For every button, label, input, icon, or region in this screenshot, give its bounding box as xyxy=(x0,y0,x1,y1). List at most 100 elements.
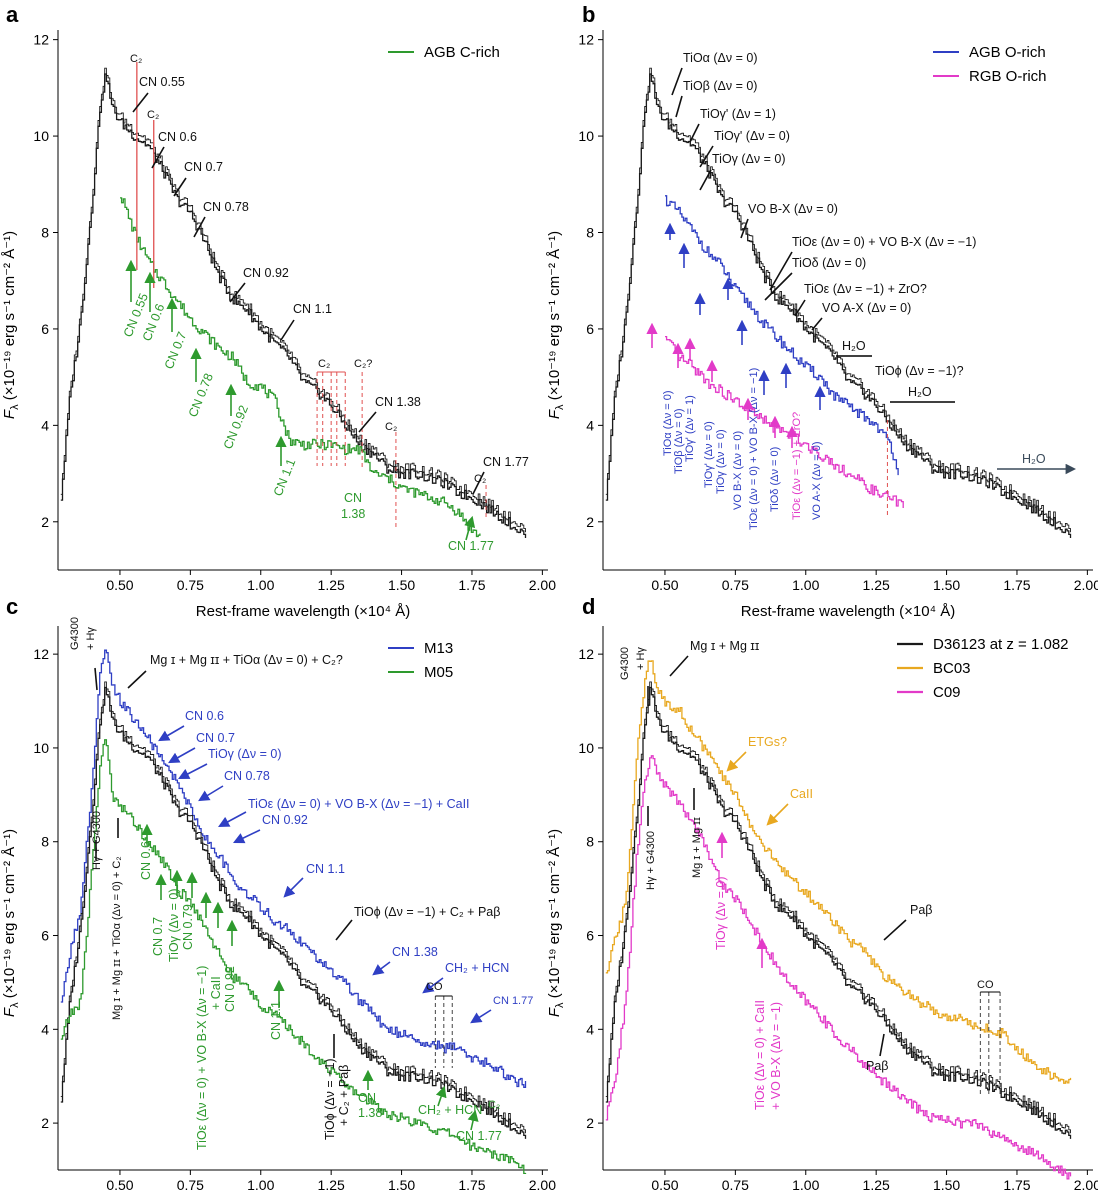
annotation-arrow xyxy=(675,95,683,118)
series-line-rgb-o-rich xyxy=(665,335,904,508)
annotation-arrow xyxy=(794,299,806,317)
series-line-d36123 xyxy=(60,686,527,1139)
annotation-arrow xyxy=(372,961,391,976)
x-tick-label: 0.75 xyxy=(722,577,749,593)
annotation-label: C₂ xyxy=(385,421,397,433)
x-tick-label: 1.00 xyxy=(247,577,274,593)
annotation-label: Mg ɪ + Mg ɪɪ xyxy=(691,817,703,878)
y-tick-label: 10 xyxy=(578,740,594,756)
annotation-arrow xyxy=(229,282,246,303)
y-tick-label: 12 xyxy=(33,32,49,48)
annotation-arrow xyxy=(811,317,823,331)
series-line-d36123 xyxy=(605,686,1072,1139)
x-tick-label: 0.50 xyxy=(106,1177,133,1193)
x-tick-label: 2.00 xyxy=(529,1177,556,1193)
annotation-label: CN 0.7 xyxy=(162,330,190,371)
annotation-label: CO xyxy=(977,979,994,991)
x-tick-label: 1.50 xyxy=(933,577,960,593)
annotation-label: + Hγ xyxy=(635,647,647,670)
annotation-label: CN 1.1 xyxy=(306,862,345,876)
y-axis-label: Fλ (×10⁻¹⁹ erg s⁻¹ cm⁻² Å⁻¹) xyxy=(1,829,21,1017)
annotation-label: TiOε (Δν = 0) + VO B-X (Δν = −1) xyxy=(195,966,209,1150)
annotation-label: C₂? xyxy=(354,358,372,370)
series-line-c09 xyxy=(605,755,1072,1180)
annotation-label: VO B-X (Δν = 0) xyxy=(732,431,744,510)
annotation-arrow xyxy=(669,655,689,677)
x-tick-label: 0.75 xyxy=(177,1177,204,1193)
annotation-arrow xyxy=(193,216,206,238)
annotation-arrow xyxy=(151,146,165,169)
series-line-m13 xyxy=(60,649,527,1088)
annotation-label: TiOβ (Δν = 0) xyxy=(673,408,685,474)
annotation-label: TiOε (Δν = 0) + VO B-X (Δν = −1) xyxy=(748,368,760,530)
x-tick-label: 1.00 xyxy=(792,577,819,593)
annotation-arrow xyxy=(699,145,714,168)
legend-label: BC03 xyxy=(933,660,971,677)
x-tick-label: 1.75 xyxy=(458,577,485,593)
panel-letter: a xyxy=(6,2,19,27)
annotation-label: TiOε (Δν = −1) + ZrO? xyxy=(791,412,803,520)
annotation-arrow xyxy=(467,1109,479,1131)
annotation-label: + CaII xyxy=(209,976,223,1010)
annotation-arrow xyxy=(422,977,444,994)
series-line-m05 xyxy=(60,739,527,1175)
legend-label: M05 xyxy=(424,664,453,681)
series-error-line xyxy=(60,67,526,533)
y-tick-label: 4 xyxy=(41,1021,49,1037)
annotation-arrow xyxy=(173,177,187,197)
annotation-arrow xyxy=(472,471,485,495)
annotation-arrow xyxy=(232,829,261,844)
annotation-label: Hγ + G4300 xyxy=(91,811,103,870)
series-line-agb-o-rich xyxy=(665,195,899,476)
annotation-label: TiOγ (Δν = 0) xyxy=(714,876,728,950)
y-tick-label: 10 xyxy=(578,128,594,144)
series-line-d36123 xyxy=(605,73,1072,538)
annotation-label: CN 0.79 xyxy=(181,904,195,950)
x-tick-label: 1.50 xyxy=(388,577,415,593)
panel-letter: c xyxy=(6,594,18,619)
y-tick-label: 12 xyxy=(33,646,49,662)
x-tick-label: 1.75 xyxy=(1003,577,1030,593)
annotation-label: TiOα (Δν = 0) xyxy=(683,51,758,65)
annotation-label: CH₂ + HCN xyxy=(445,961,509,975)
annotation-arrow xyxy=(883,919,907,941)
annotation-label: Mg ɪ + Mg ɪɪ + TiOα (Δν = 0) + C₂ xyxy=(111,856,123,1020)
annotation-label: Paβ xyxy=(910,903,932,917)
x-tick-label: 0.75 xyxy=(177,577,204,593)
x-tick-label: 1.25 xyxy=(318,1177,345,1193)
x-tick-label: 0.75 xyxy=(722,1177,749,1193)
annotation-label: CN 0.92 xyxy=(223,966,237,1012)
annotation-label: CN 0.92 xyxy=(221,403,251,451)
annotation-label: TiOγ (Δν = 0) xyxy=(715,429,727,494)
annotation-label: CN 1.1 xyxy=(271,457,299,498)
annotation-label: VO B-X (Δν = 0) xyxy=(748,202,838,216)
annotation-label: C₂ xyxy=(488,1099,500,1111)
panel-b: 0.50 0.75 1.00 1.25 1.50 1.75 2.00 2 4 6 8 10 12 b Res… xyxy=(546,2,1098,620)
x-tick-label: 0.50 xyxy=(651,577,678,593)
x-tick-label: 1.25 xyxy=(863,577,890,593)
series-line-d36123 xyxy=(60,73,527,538)
y-tick-label: 8 xyxy=(41,225,49,241)
annotation-label: CN 1.77 xyxy=(483,455,529,469)
y-tick-label: 2 xyxy=(586,514,594,530)
panel-letter: d xyxy=(582,594,595,619)
annotation-arrow xyxy=(726,751,747,772)
annotation-label: CN 1.77 xyxy=(448,539,494,553)
annotation-label: CN xyxy=(344,491,362,505)
annotation-arrow xyxy=(879,1033,885,1057)
annotation-label: + C₂ + Paβ xyxy=(337,1065,351,1126)
x-tick-label: 2.00 xyxy=(1074,577,1098,593)
legend-label: RGB O-rich xyxy=(969,68,1047,85)
y-axis-label: Fλ (×10⁻¹⁹ erg s⁻¹ cm⁻² Å⁻¹) xyxy=(546,231,566,419)
annotation-label: CN 1.1 xyxy=(293,302,332,316)
annotation-label: Hγ + G4300 xyxy=(645,831,657,890)
x-tick-label: 1.25 xyxy=(318,577,345,593)
annotation-label: 1.38 xyxy=(341,507,365,521)
annotation-arrow xyxy=(127,670,147,689)
annotation-arrow xyxy=(699,169,712,191)
y-tick-label: 6 xyxy=(586,928,594,944)
y-tick-label: 8 xyxy=(41,834,49,850)
annotation-label: + Hγ xyxy=(85,627,97,650)
annotation-arrow xyxy=(178,763,208,780)
